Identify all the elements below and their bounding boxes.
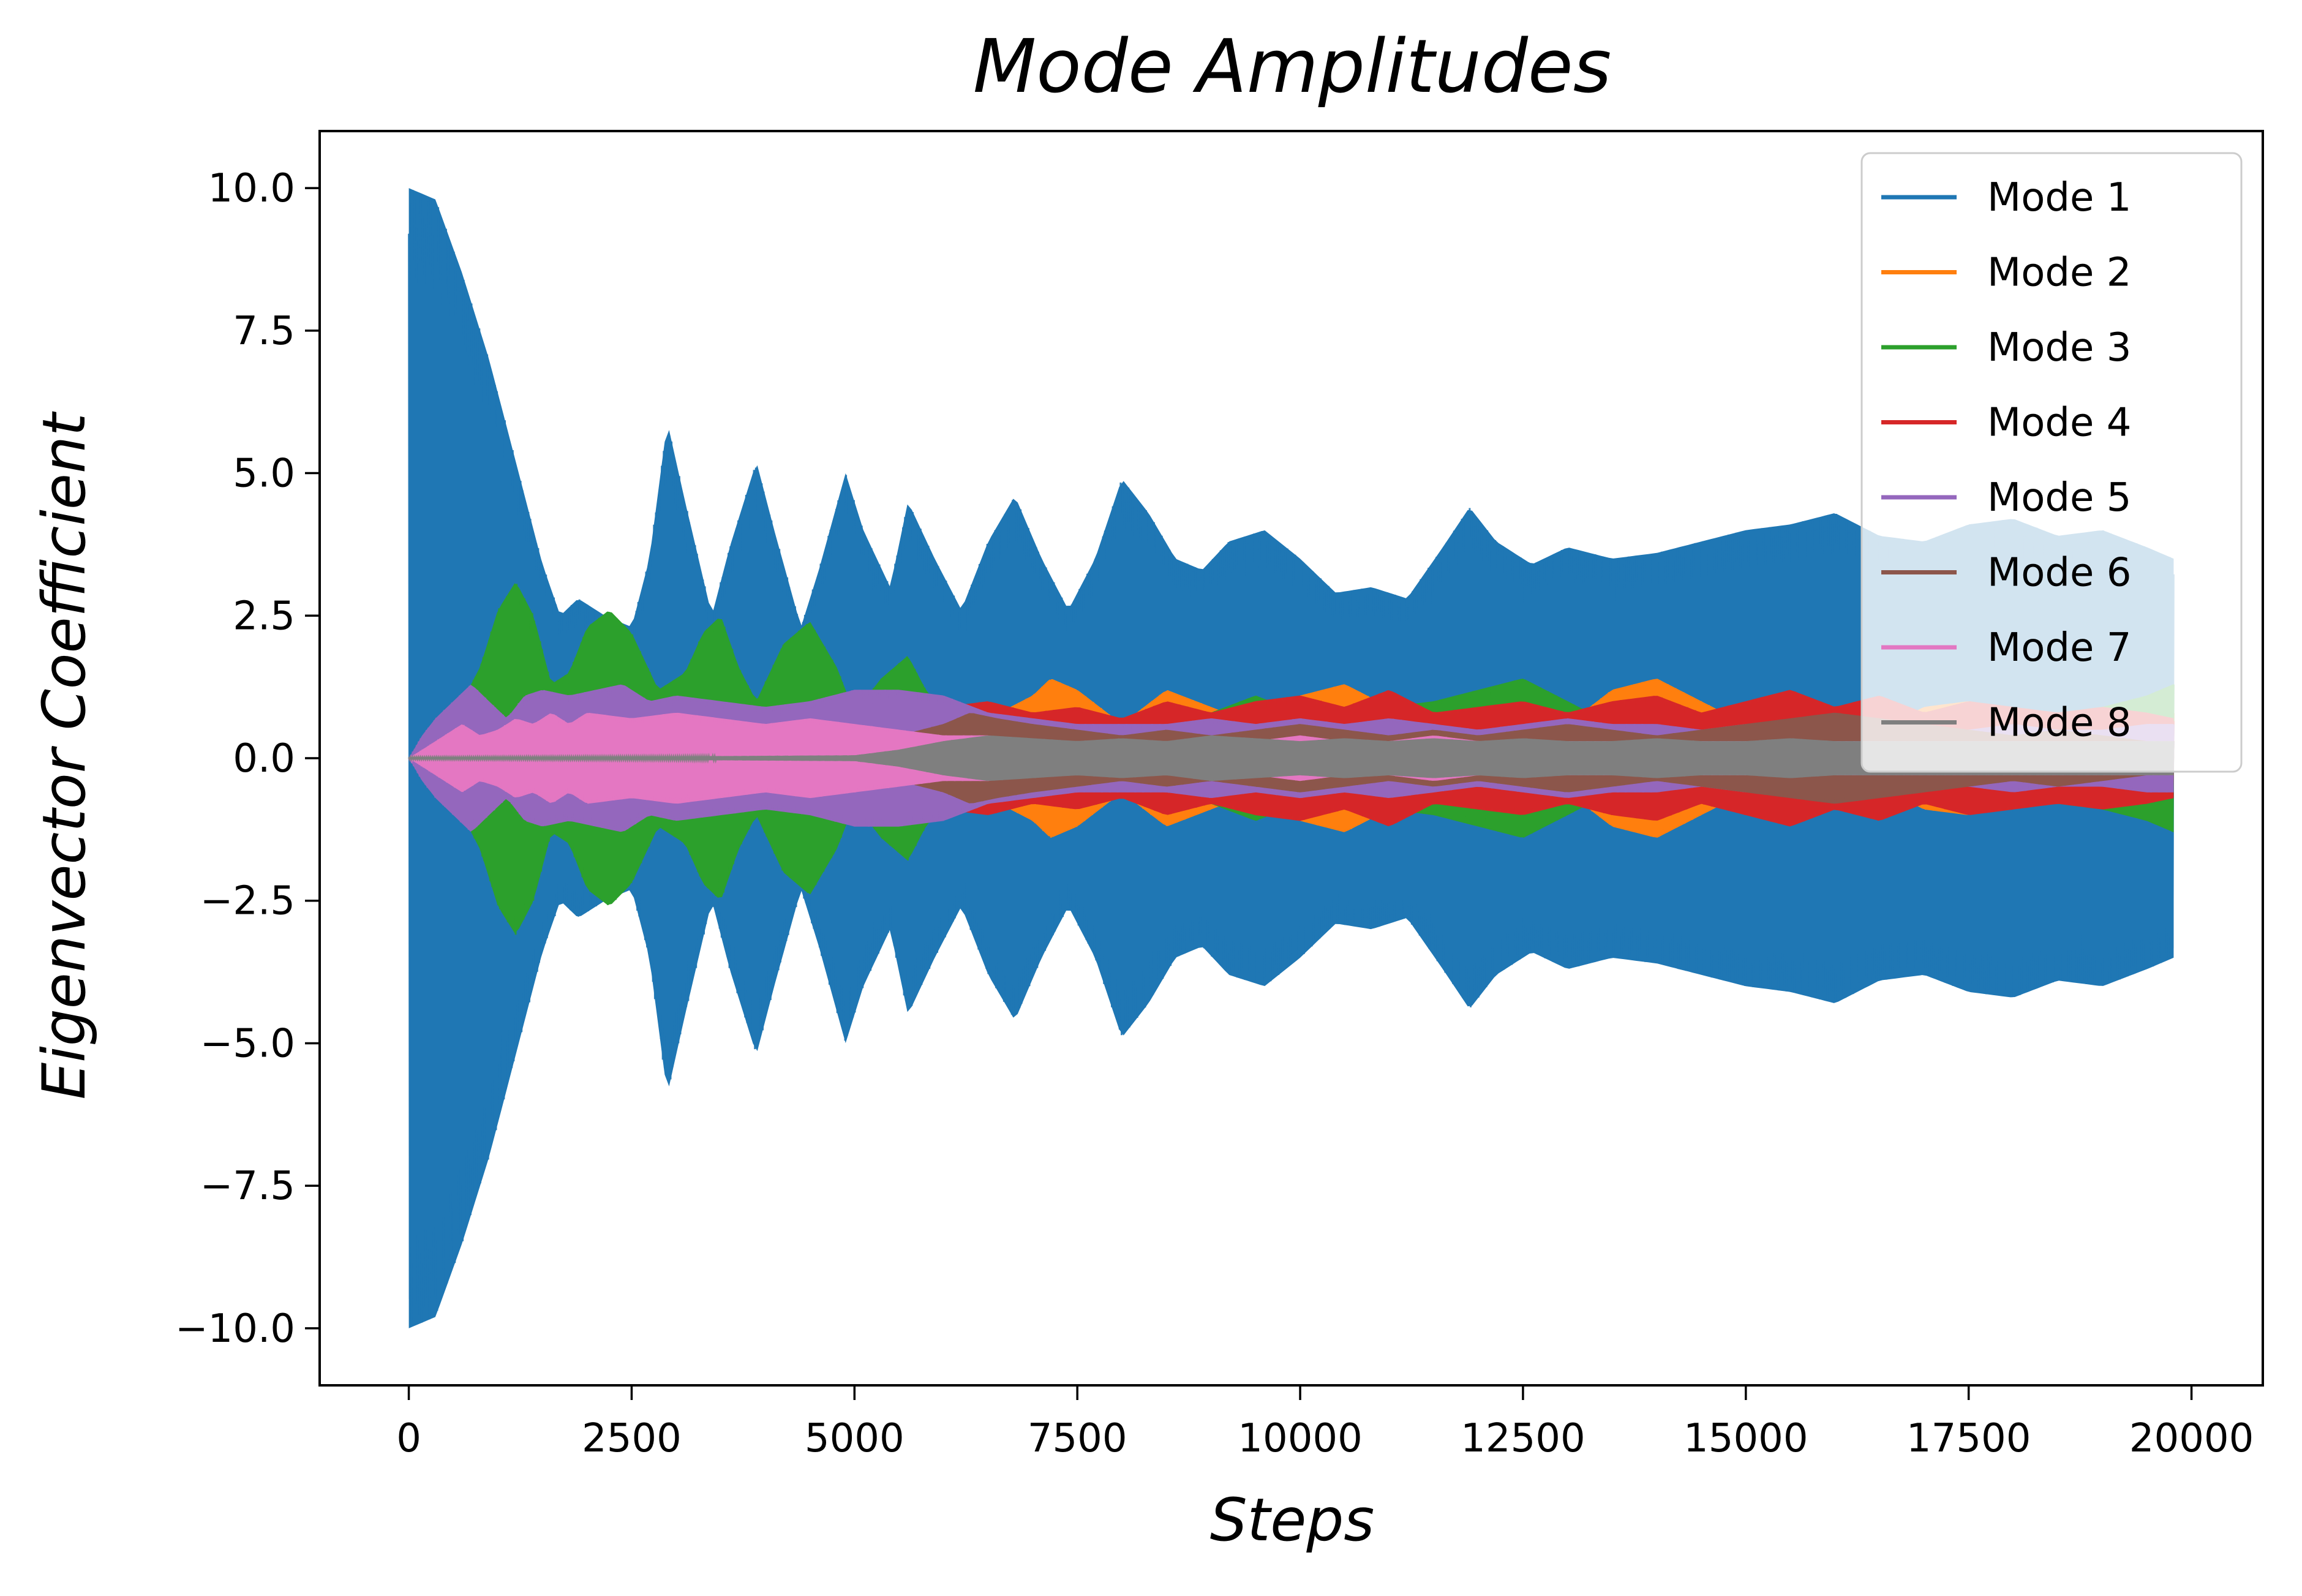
x-axis-label: Steps [1210, 1486, 1375, 1554]
y-tick-label: 0.0 [233, 736, 295, 781]
y-tick-label: 2.5 [233, 593, 295, 639]
series-layer [408, 188, 2175, 1328]
axes-layer: 0 2500 5000 7500 10000 12500 15000 17500 20000 10… [175, 130, 2264, 1461]
x-tick-label: 17500 [1906, 1416, 2031, 1461]
legend-label: Mode 4 [1987, 401, 2131, 446]
legend: Mode 1 Mode 2 Mode 3 Mode 4 Mode 5 Mode 6 Mode… [1860, 152, 2243, 773]
x-tick-label: 15000 [1683, 1416, 1808, 1461]
y-tick-label: 5.0 [233, 451, 295, 497]
y-tick-label: −2.5 [200, 879, 295, 924]
chart-title: Mode Amplitudes [973, 24, 1612, 110]
legend-label: Mode 2 [1987, 250, 2131, 296]
legend-label: Mode 8 [1987, 701, 2131, 746]
x-tick-label: 20000 [2129, 1416, 2254, 1461]
y-axis-label: Eigenvector Coefficient [30, 411, 99, 1099]
y-tick-label: −10.0 [175, 1306, 295, 1352]
x-tick-label: 5000 [805, 1416, 905, 1461]
x-tick-label: 7500 [1028, 1416, 1127, 1461]
legend-label: Mode 5 [1987, 475, 2131, 521]
legend-label: Mode 6 [1987, 551, 2131, 596]
x-tick-label: 0 [396, 1416, 421, 1461]
x-tick-label: 12500 [1461, 1416, 1585, 1461]
legend-label: Mode 1 [1987, 175, 2131, 220]
x-tick-label: 10000 [1238, 1416, 1363, 1461]
legend-box [1860, 152, 2243, 773]
x-tick-label: 2500 [582, 1416, 682, 1461]
y-tick-label: −5.0 [200, 1021, 295, 1066]
legend-label: Mode 3 [1987, 325, 2131, 371]
legend-label: Mode 7 [1987, 625, 2131, 671]
y-tick-label: 7.5 [233, 309, 295, 354]
y-tick-label: −7.5 [200, 1164, 295, 1209]
y-tick-label: 10.0 [208, 166, 296, 211]
